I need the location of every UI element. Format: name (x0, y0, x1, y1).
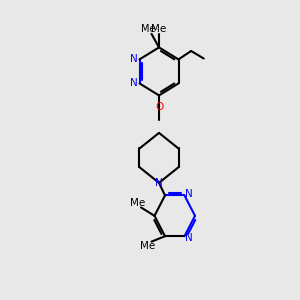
Text: N: N (130, 78, 138, 88)
Text: N: N (185, 189, 193, 199)
Text: N: N (185, 233, 193, 243)
Text: N: N (130, 54, 138, 64)
Text: Me: Me (130, 198, 146, 208)
Text: Me: Me (141, 24, 155, 34)
Text: Me: Me (140, 241, 155, 251)
Text: Me: Me (152, 24, 166, 34)
Text: O: O (155, 102, 163, 112)
Text: N: N (155, 178, 163, 188)
